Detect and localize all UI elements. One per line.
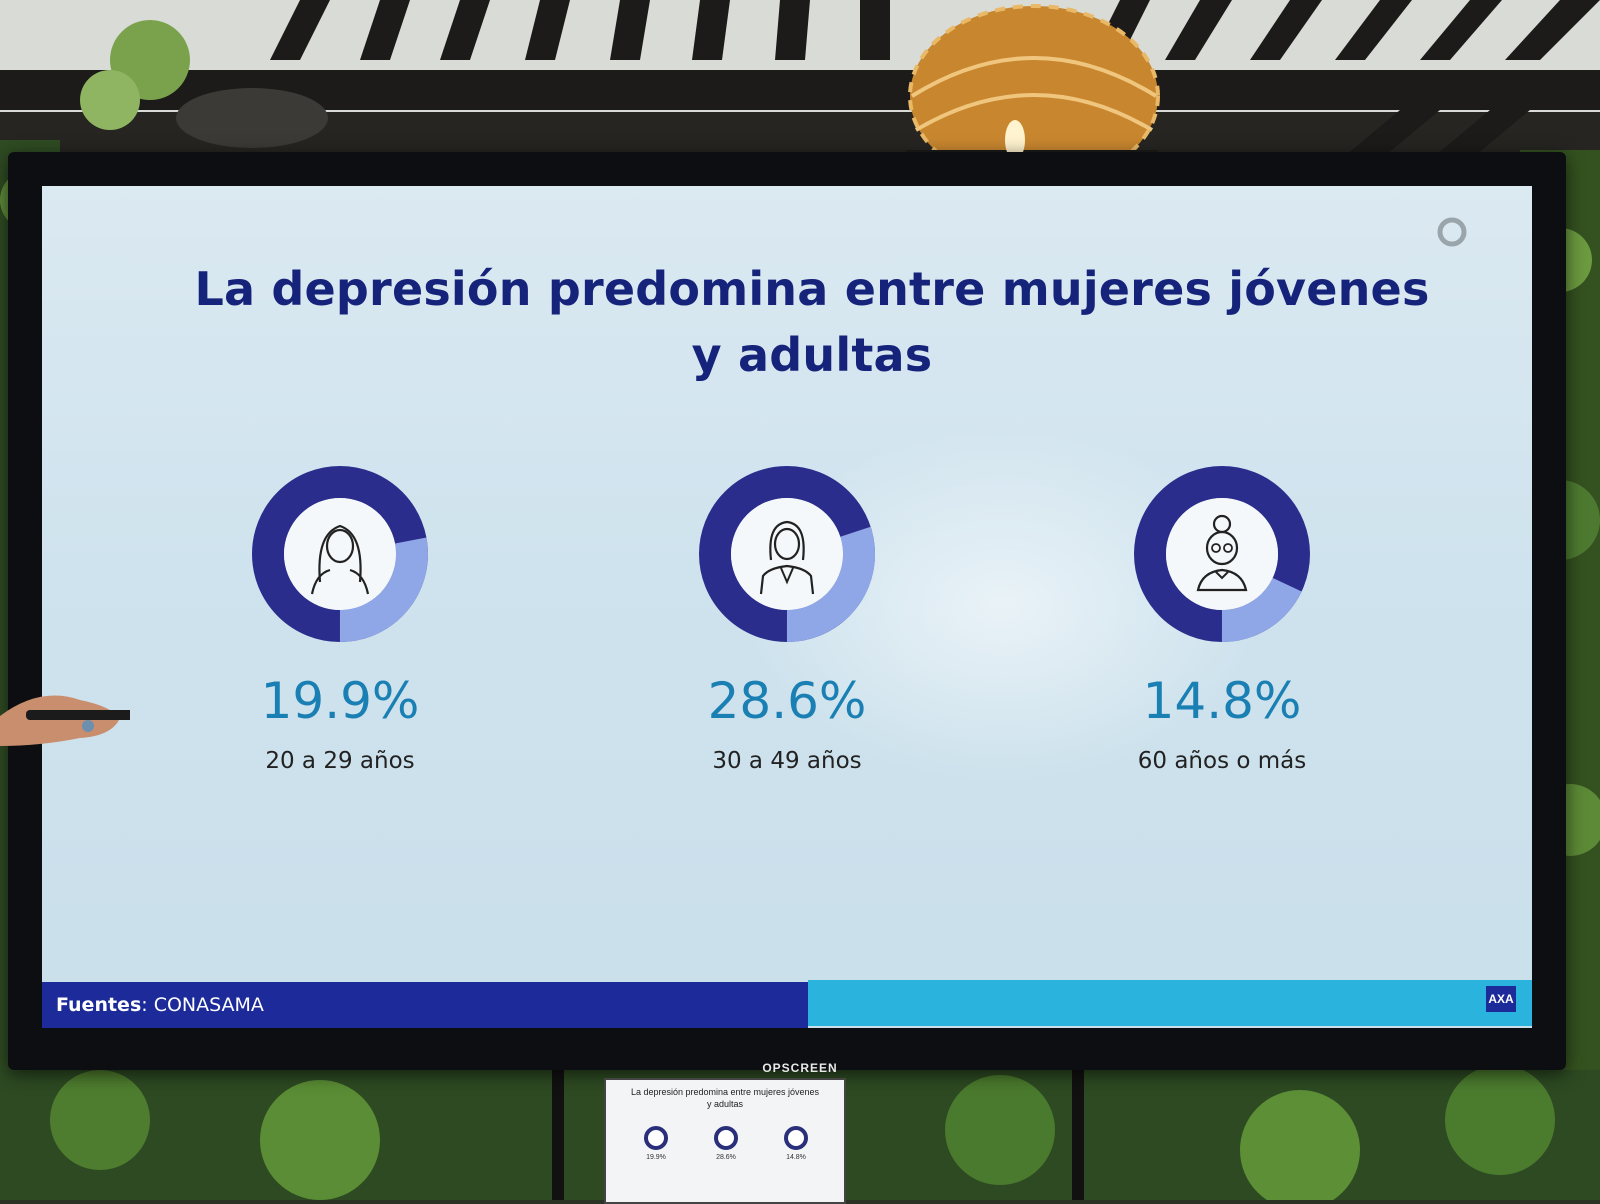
donut-chart-young-women <box>252 466 428 642</box>
confidence-monitor-title-line1: La depresión predomina entre mujeres jóv… <box>630 1087 820 1097</box>
pergola <box>0 0 1600 160</box>
mini-donut-icon <box>714 1126 738 1150</box>
young-woman-icon <box>310 524 370 595</box>
mini-percent: 14.8% <box>786 1154 806 1161</box>
sources-label: Fuentes <box>56 994 142 1016</box>
hand-with-pointer <box>0 695 130 746</box>
mini-donut-icon <box>644 1126 668 1150</box>
age-range-elderly-women: 60 años o más <box>1137 748 1307 774</box>
adult-woman-icon <box>759 520 815 595</box>
axa-logo: AXA <box>1486 986 1516 1012</box>
age-range-young-women: 20 a 29 años <box>265 748 415 774</box>
mini-percent: 28.6% <box>716 1154 736 1161</box>
donut-ring-segment <box>699 466 875 642</box>
confidence-monitor: La depresión predomina entre mujeres jóv… <box>604 1078 846 1204</box>
confidence-monitor-title-line2: y adultas <box>706 1099 744 1109</box>
donut-ring-segment <box>1134 466 1310 642</box>
mini-donut-icon <box>784 1126 808 1150</box>
percent-elderly-women: 14.8% <box>1142 672 1302 730</box>
donut-chart-adult-women <box>699 466 875 642</box>
percent-young-women: 19.9% <box>260 672 420 730</box>
sources-value: : CONASAMA <box>141 994 264 1016</box>
slide-corner-icon <box>1437 217 1467 247</box>
footer-bar-dark <box>42 982 808 1028</box>
percent-adult-women: 28.6% <box>707 672 867 730</box>
mini-stat: 19.9% <box>626 1126 686 1161</box>
slide-title-line1: La depresión predomina entre mujeres jóv… <box>194 262 1430 316</box>
stat-elderly-women: 14.8% 60 años o más <box>1052 464 1392 774</box>
donut-ring-segment <box>252 466 428 642</box>
donut-center <box>1166 498 1278 610</box>
stat-young-women: 19.9% 20 a 29 años <box>170 464 510 774</box>
slide-title: La depresión predomina entre mujeres jóv… <box>162 256 1462 388</box>
age-range-adult-women: 30 a 49 años <box>712 748 862 774</box>
presentation-slide: La depresión predomina entre mujeres jóv… <box>42 186 1532 1028</box>
donut-chart-elderly-women <box>1134 466 1310 642</box>
sources-note: Fuentes: CONASAMA <box>56 994 264 1016</box>
slide-title-line2: y adultas <box>691 328 933 382</box>
mini-percent: 19.9% <box>646 1154 666 1161</box>
donut-center <box>731 498 843 610</box>
elderly-woman-icon <box>1196 514 1248 592</box>
mini-stat: 14.8% <box>766 1126 826 1161</box>
mini-stat: 28.6% <box>696 1126 756 1161</box>
stat-adult-women: 28.6% 30 a 49 años <box>617 464 957 774</box>
confidence-monitor-title: La depresión predomina entre mujeres jóv… <box>614 1086 836 1110</box>
donut-center <box>284 498 396 610</box>
monitor-brand: OPSCREEN <box>762 1061 838 1075</box>
planter <box>176 88 328 148</box>
footer-bar-light <box>808 980 1532 1026</box>
